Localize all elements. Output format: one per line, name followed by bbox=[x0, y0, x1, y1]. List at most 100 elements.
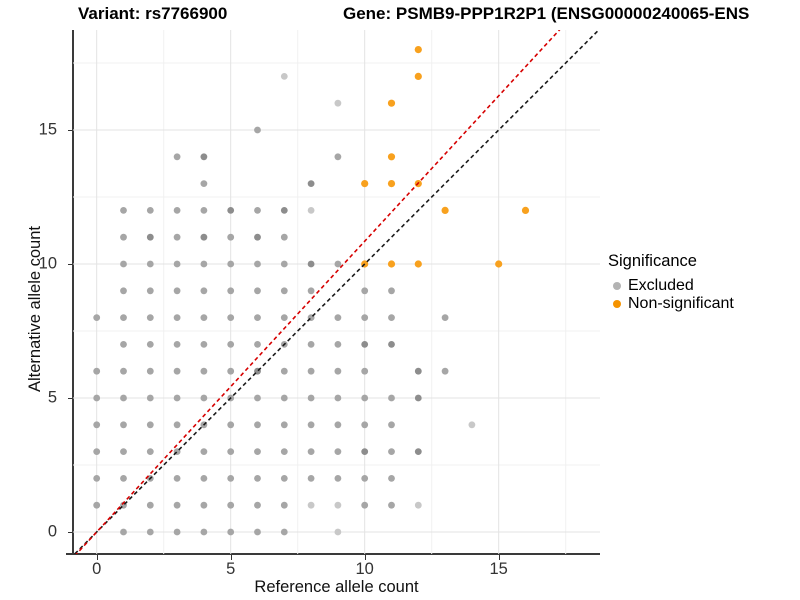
data-point-excluded bbox=[200, 153, 208, 161]
x-tick-mark bbox=[364, 555, 367, 560]
data-point-excluded bbox=[441, 314, 449, 321]
data-point-excluded bbox=[361, 287, 369, 295]
data-point-excluded bbox=[280, 233, 288, 241]
data-point-excluded bbox=[334, 448, 342, 455]
x-tick-mark bbox=[230, 555, 233, 560]
data-point-non-significant bbox=[495, 260, 503, 268]
data-point-non-significant bbox=[387, 153, 396, 161]
data-point-excluded bbox=[146, 501, 154, 509]
data-point-excluded bbox=[334, 260, 342, 268]
data-point-non-significant bbox=[414, 72, 422, 80]
data-point-non-significant bbox=[387, 260, 396, 268]
data-point-excluded bbox=[227, 501, 235, 509]
data-point-excluded bbox=[173, 233, 181, 241]
y-tick-mark bbox=[67, 130, 72, 132]
data-point-excluded bbox=[388, 475, 395, 482]
data-point-non-significant bbox=[414, 260, 422, 268]
data-point-excluded bbox=[120, 233, 127, 241]
data-point-excluded bbox=[280, 207, 288, 214]
data-point-non-significant bbox=[521, 206, 530, 214]
data-point-excluded bbox=[146, 287, 154, 295]
data-point-excluded bbox=[388, 287, 395, 295]
data-point-excluded bbox=[307, 260, 315, 268]
data-point-excluded bbox=[361, 367, 369, 375]
data-point-non-significant bbox=[414, 46, 422, 54]
x-tick-label: 15 bbox=[489, 560, 508, 578]
legend-point-icon bbox=[613, 282, 621, 290]
data-point-excluded bbox=[93, 421, 101, 429]
data-point-excluded bbox=[334, 528, 342, 536]
data-point-excluded bbox=[120, 341, 127, 348]
data-point-non-significant bbox=[441, 206, 449, 214]
data-point-excluded bbox=[227, 287, 235, 295]
data-point-excluded bbox=[334, 394, 342, 402]
data-point-excluded bbox=[334, 501, 342, 509]
data-point-excluded bbox=[120, 207, 127, 214]
x-tick-mark bbox=[96, 555, 99, 560]
variant-title: Variant: rs7766900 bbox=[78, 4, 228, 23]
y-tick-mark bbox=[67, 532, 72, 534]
abline-identity bbox=[73, 30, 600, 554]
gene-title: Gene: PSMB9-PPP1R2P1 (ENSG00000240065-EN… bbox=[343, 4, 750, 23]
data-point-excluded bbox=[361, 421, 369, 429]
y-tick-label: 10 bbox=[38, 254, 57, 273]
data-point-excluded bbox=[334, 314, 342, 321]
data-point-excluded bbox=[254, 207, 261, 214]
data-point-excluded bbox=[146, 207, 154, 214]
data-point-excluded bbox=[93, 501, 101, 509]
data-point-excluded bbox=[388, 394, 395, 402]
x-axis-line bbox=[66, 553, 600, 555]
data-point-excluded bbox=[254, 233, 261, 241]
y-tick-label: 0 bbox=[47, 522, 57, 541]
plot-panel bbox=[73, 30, 600, 554]
data-point-excluded bbox=[173, 314, 181, 321]
data-point-excluded bbox=[227, 528, 235, 536]
legend-item: Excluded bbox=[608, 277, 793, 295]
x-tick-label: 10 bbox=[355, 560, 374, 578]
data-point-excluded bbox=[361, 394, 369, 402]
data-point-excluded bbox=[414, 394, 422, 402]
data-point-excluded bbox=[254, 475, 261, 482]
x-tick-label: 0 bbox=[92, 560, 102, 578]
data-point-excluded bbox=[361, 314, 369, 321]
plot-title: Variant: rs7766900 Gene: PSMB9-PPP1R2P1 … bbox=[0, 0, 800, 26]
data-point-excluded bbox=[146, 341, 154, 348]
legend-item: Non-significant bbox=[608, 295, 793, 313]
data-point-excluded bbox=[334, 153, 342, 161]
y-tick-label: 5 bbox=[47, 388, 57, 407]
data-point-excluded bbox=[227, 207, 235, 214]
data-point-excluded bbox=[200, 260, 208, 268]
legend-title: Significance bbox=[608, 252, 697, 270]
data-point-excluded bbox=[361, 501, 369, 509]
data-point-excluded bbox=[173, 153, 181, 161]
data-point-excluded bbox=[200, 528, 208, 536]
data-point-excluded bbox=[254, 314, 261, 321]
data-point-excluded bbox=[93, 314, 101, 321]
data-point-excluded bbox=[361, 475, 369, 482]
data-point-excluded bbox=[334, 367, 342, 375]
data-point-excluded bbox=[414, 501, 422, 509]
data-point-excluded bbox=[361, 448, 369, 455]
data-point-excluded bbox=[146, 448, 154, 455]
data-point-excluded bbox=[307, 367, 315, 375]
data-point-excluded bbox=[307, 421, 315, 429]
data-point-excluded bbox=[93, 475, 101, 482]
data-point-excluded bbox=[254, 421, 261, 429]
data-point-excluded bbox=[146, 528, 154, 536]
data-point-excluded bbox=[173, 287, 181, 295]
data-point-excluded bbox=[93, 367, 101, 375]
data-point-excluded bbox=[280, 367, 288, 375]
data-point-excluded bbox=[173, 367, 181, 375]
data-point-excluded bbox=[388, 341, 395, 348]
data-point-excluded bbox=[468, 421, 476, 429]
x-tick-mark bbox=[498, 555, 501, 560]
data-point-excluded bbox=[334, 341, 342, 348]
y-tick-label: 15 bbox=[38, 120, 57, 139]
data-point-excluded bbox=[441, 367, 449, 375]
data-point-excluded bbox=[254, 448, 261, 455]
data-point-excluded bbox=[146, 233, 154, 241]
data-point-excluded bbox=[388, 501, 395, 509]
data-point-excluded bbox=[361, 341, 369, 348]
data-point-excluded bbox=[146, 314, 154, 321]
